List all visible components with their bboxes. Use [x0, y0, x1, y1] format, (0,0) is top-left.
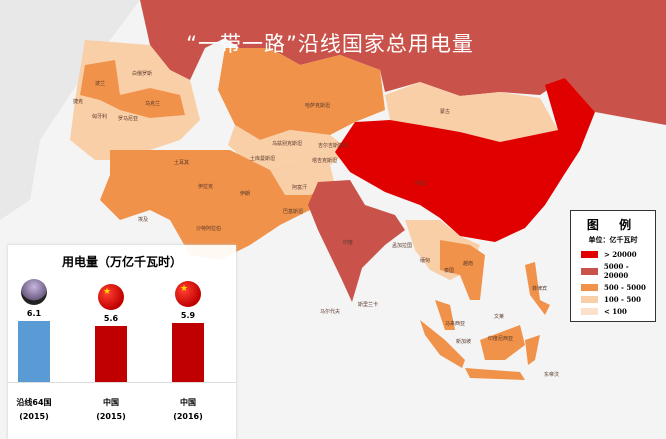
region-thailand-vietnam	[440, 240, 485, 300]
baseline	[8, 382, 236, 383]
category-label: 中国 (2015)	[81, 396, 141, 424]
label-singapore: 新加坡	[456, 338, 471, 345]
region-india	[308, 180, 405, 302]
label-iraq: 伊拉克	[198, 183, 213, 190]
label-brunei: 文莱	[494, 313, 504, 320]
label-turkmenistan: 土库曼斯坦	[250, 155, 275, 162]
region-borneo	[480, 325, 525, 360]
region-europe-west	[0, 0, 140, 220]
label-philippines: 菲律宾	[532, 285, 547, 292]
label-poland: 波兰	[95, 80, 105, 87]
region-central-asia	[228, 125, 350, 170]
legend-label: 100 - 500	[604, 295, 642, 304]
label-china: 中国	[415, 180, 425, 187]
legend-item: 5000 - 20000	[581, 262, 655, 280]
label-thailand: 泰国	[444, 267, 454, 274]
region-philippines	[525, 262, 550, 315]
legend-unit: 单位：亿千瓦时	[588, 236, 638, 244]
region-java	[465, 368, 525, 380]
data-label: 6.1	[26, 309, 42, 318]
region-kazakhstan	[218, 48, 385, 140]
category-label: 中国 (2016)	[158, 396, 218, 424]
category-label-line: 沿线64国	[16, 398, 52, 407]
label-hungary: 匈牙利	[92, 113, 107, 120]
legend-swatch	[581, 308, 598, 315]
legend-item: 500 - 5000	[581, 283, 655, 292]
label-saudi: 沙特阿拉伯	[196, 225, 221, 232]
label-mongolia: 蒙古	[440, 108, 450, 115]
bar-chart-inset: 用电量（万亿千瓦时） 6.1 沿线64国 (2015) 5.6 ★ 中国 (2015) 5.9…	[8, 245, 236, 439]
category-label-line: (2016)	[173, 412, 203, 421]
category-label-line: 中国	[103, 398, 119, 407]
label-easttimor: 东帝汶	[544, 371, 559, 378]
label-vietnam: 越南	[463, 260, 473, 267]
label-srilanka: 斯里兰卡	[358, 301, 378, 308]
label-egypt: 埃及	[138, 216, 148, 223]
legend-item: < 100	[581, 307, 655, 316]
label-romania: 罗马尼亚	[118, 115, 138, 122]
china-flag-icon: ★	[98, 284, 124, 310]
label-kazakhstan: 哈萨克斯坦	[305, 102, 330, 109]
label-malaysia: 马来西亚	[445, 320, 465, 327]
legend-label: 5000 - 20000	[603, 262, 629, 280]
legend-item: 100 - 500	[581, 295, 655, 304]
map-title: “一带一路”沿线国家总用电量	[186, 32, 474, 56]
category-label: 沿线64国 (2015)	[4, 396, 64, 424]
category-label-line: (2015)	[19, 412, 49, 421]
region-russia	[140, 0, 666, 125]
star-icon: ★	[103, 287, 112, 297]
china-flag-icon: ★	[175, 281, 201, 307]
label-tajikistan: 塔吉克斯坦	[312, 157, 337, 164]
caravan-icon	[21, 279, 47, 305]
legend-label: < 100	[604, 307, 627, 316]
legend: 图 例 单位：亿千瓦时 > 20000 5000 - 20000 500 - 500…	[570, 210, 656, 322]
data-label: 5.9	[180, 311, 196, 320]
label-kyrgyzstan: 吉尔吉斯斯坦	[318, 142, 348, 149]
star-icon: ★	[180, 284, 189, 294]
bar	[95, 326, 127, 382]
label-turkey: 土耳其	[174, 159, 189, 166]
legend-swatch	[581, 251, 598, 258]
region-sulawesi	[525, 335, 540, 365]
region-mongolia	[385, 82, 558, 142]
legend-swatch	[581, 296, 598, 303]
label-belarus: 白俄罗斯	[132, 70, 152, 77]
label-pakistan: 巴基斯坦	[283, 208, 303, 215]
data-label: 5.6	[103, 314, 119, 323]
region-poland-ukraine	[80, 60, 185, 118]
legend-label: 500 - 5000	[604, 283, 646, 292]
label-czech: 捷克	[73, 98, 83, 105]
label-india: 印度	[343, 239, 353, 246]
label-indonesia: 印度尼西亚	[488, 335, 513, 342]
label-ukraine: 乌克兰	[145, 100, 160, 107]
bar	[18, 321, 50, 382]
region-middle-east	[100, 150, 320, 260]
region-china	[335, 78, 595, 242]
legend-label: > 20000	[604, 250, 637, 259]
category-label-line: (2015)	[96, 412, 126, 421]
label-bangladesh: 孟加拉国	[392, 242, 412, 249]
legend-swatch	[581, 267, 598, 275]
region-malaysia	[435, 300, 455, 330]
chart-title: 用电量（万亿千瓦时）	[61, 255, 182, 269]
bar	[172, 323, 204, 382]
legend-title: 图 例	[586, 218, 640, 232]
legend-item: > 20000	[581, 250, 655, 259]
label-iran: 伊朗	[240, 190, 250, 197]
label-myanmar: 缅甸	[420, 257, 430, 264]
label-afghanistan: 阿富汗	[292, 184, 307, 191]
label-uzbekistan: 乌兹别克斯坦	[272, 140, 302, 147]
legend-swatch	[581, 284, 598, 291]
category-label-line: 中国	[180, 398, 196, 407]
region-sumatra	[420, 320, 465, 368]
label-maldives: 马尔代夫	[320, 308, 340, 315]
